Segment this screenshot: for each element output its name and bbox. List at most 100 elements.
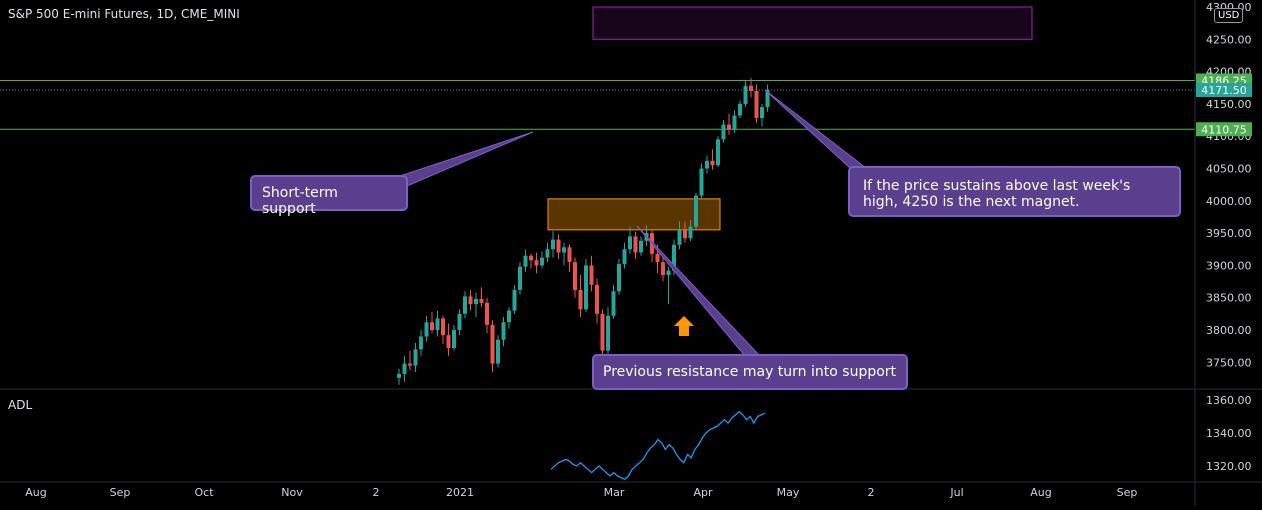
candle (441, 315, 445, 345)
candle-body (551, 239, 555, 250)
candle-body (672, 244, 676, 271)
candle-body (666, 270, 671, 276)
candle (727, 113, 731, 135)
candle-body (545, 249, 550, 258)
candle-body (661, 262, 665, 276)
candle (606, 307, 610, 356)
candle (452, 324, 456, 351)
currency-button[interactable]: USD (1214, 8, 1244, 23)
time-tick-label: Sep (110, 486, 131, 499)
candle (578, 275, 583, 318)
candle (573, 257, 577, 298)
candle-body (567, 247, 572, 263)
candle (617, 258, 621, 295)
candle-body (446, 335, 451, 349)
adl-tick-label: 1340.00 (1206, 427, 1252, 440)
candle (716, 136, 720, 168)
candle-body (474, 298, 478, 305)
candle (611, 284, 616, 319)
callout-short-term-support[interactable]: Short-term support (250, 175, 408, 217)
candle-body (754, 90, 759, 119)
resistance-zone-rect[interactable] (547, 198, 721, 231)
candle (545, 242, 550, 263)
candle (639, 236, 643, 256)
candle-body (523, 255, 528, 267)
candle (496, 335, 500, 368)
candle (518, 262, 522, 295)
target-zone-rect[interactable] (592, 6, 1033, 40)
candle (749, 78, 753, 98)
candle-body (529, 255, 533, 261)
candle-body (419, 336, 423, 350)
candle-body (490, 324, 495, 364)
callout-price-sustains[interactable]: If the price sustains above last week's … (848, 166, 1181, 217)
adl-indicator-label[interactable]: ADL (8, 398, 33, 412)
candle-body (463, 296, 467, 314)
candle (589, 255, 594, 292)
candle (397, 368, 401, 385)
price-tick-label: 3800.00 (1206, 324, 1252, 337)
candle (688, 220, 693, 241)
time-tick-label: 2 (373, 486, 380, 499)
callout-previous-resistance[interactable]: Previous resistance may turn into suppor… (592, 354, 908, 390)
candle (705, 155, 709, 174)
candle-body (512, 289, 517, 311)
time-tick-label: Sep (1117, 486, 1138, 499)
candle-body (562, 247, 566, 253)
candle-body (677, 229, 682, 245)
candle-body (628, 236, 632, 250)
candle (463, 291, 467, 319)
price-tick-label: 4150.00 (1206, 98, 1252, 111)
candle (468, 289, 473, 311)
candle (556, 234, 561, 259)
time-tick-label: Apr (693, 486, 713, 499)
candle-body (485, 302, 489, 325)
candle (760, 103, 764, 127)
price-tick-label: 3900.00 (1206, 259, 1252, 272)
candle (457, 309, 462, 336)
candle (661, 253, 665, 282)
time-tick-label: Aug (1030, 486, 1051, 499)
candle-body (534, 260, 539, 266)
candle-body (589, 265, 594, 285)
price-tick-label: 3750.00 (1206, 356, 1252, 369)
candle-body (606, 315, 610, 351)
candle (479, 287, 484, 308)
candle-body (743, 85, 748, 104)
candle-body (611, 291, 616, 316)
candle (622, 242, 627, 269)
candle (551, 231, 555, 258)
candle (507, 307, 511, 329)
candle-body (540, 257, 544, 266)
candle (474, 292, 478, 318)
candle-body (501, 322, 506, 340)
candle (738, 100, 742, 119)
time-tick-label: Nov (281, 486, 303, 499)
candle-body (452, 330, 456, 349)
candle (694, 193, 698, 230)
candle (628, 226, 632, 254)
candle (430, 311, 434, 334)
candle-body (617, 264, 621, 292)
candle-body (683, 229, 687, 239)
candle-body (578, 289, 583, 310)
candle-body (738, 103, 742, 116)
candle (683, 221, 687, 243)
candle (765, 84, 770, 112)
candle (435, 310, 440, 337)
candle (567, 244, 572, 272)
candle-body (732, 115, 737, 130)
candle-body (556, 239, 561, 253)
adl-tick-label: 1360.00 (1206, 394, 1252, 407)
candle-body (573, 262, 577, 290)
candle-body (441, 318, 445, 336)
price-label-text: 4171.50 (1201, 84, 1247, 97)
adl-tick-label: 1320.00 (1206, 460, 1252, 473)
candle (633, 231, 638, 259)
candle-body (424, 322, 429, 337)
candle-body (468, 296, 473, 305)
time-tick-label: 2 (868, 486, 875, 499)
candle-body (435, 318, 440, 330)
